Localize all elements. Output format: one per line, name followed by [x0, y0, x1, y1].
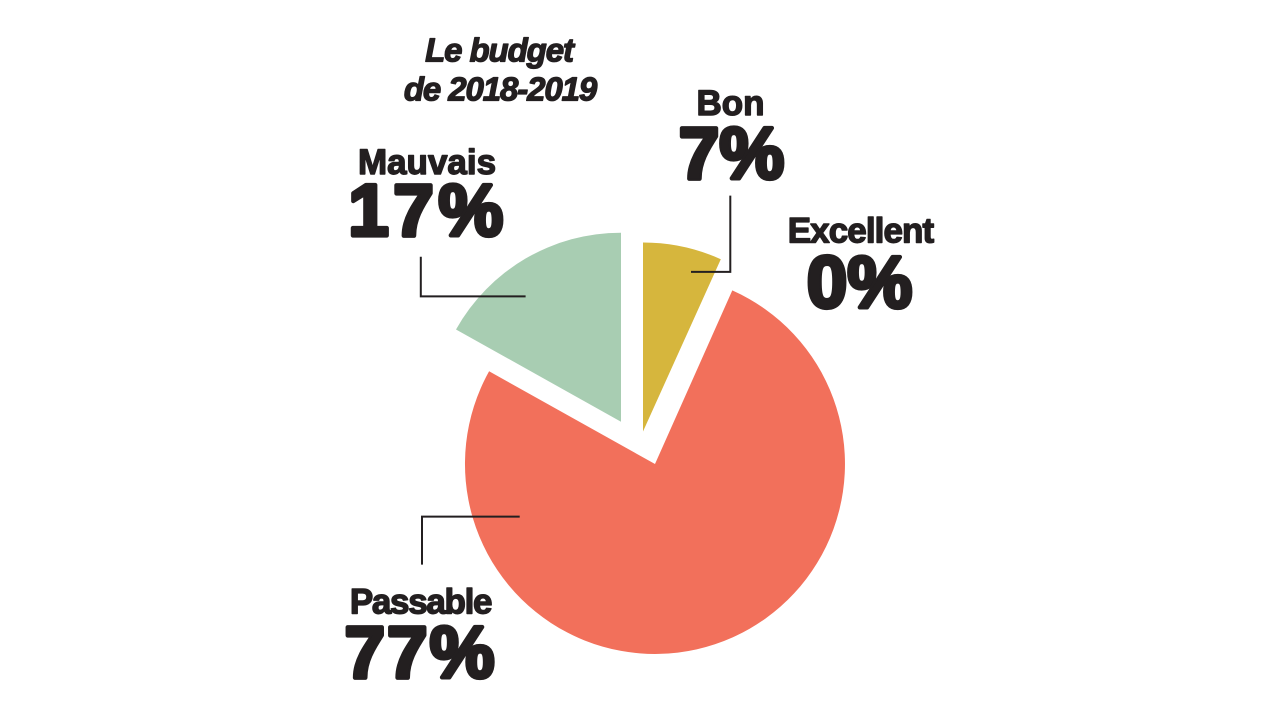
svg-text:17%: 17%: [348, 171, 508, 252]
svg-text:Passable: Passable: [350, 583, 492, 622]
svg-text:77%: 77%: [344, 612, 496, 693]
svg-text:Mauvais: Mauvais: [358, 143, 496, 182]
svg-text:Le budget: Le budget: [425, 32, 576, 69]
svg-text:Excellent: Excellent: [788, 212, 935, 251]
svg-text:de 2018-2019: de 2018-2019: [404, 71, 598, 108]
svg-text:7%: 7%: [679, 113, 785, 194]
svg-text:Bon: Bon: [696, 84, 764, 123]
svg-text:0%: 0%: [807, 243, 913, 324]
